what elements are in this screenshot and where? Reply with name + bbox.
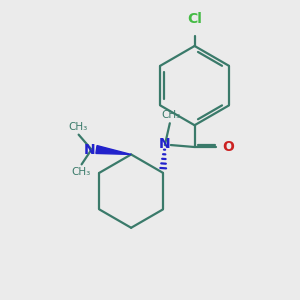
Text: CH₃: CH₃ <box>161 110 180 120</box>
Text: O: O <box>222 140 234 154</box>
Text: N: N <box>159 137 171 151</box>
Text: N: N <box>84 142 95 157</box>
Text: CH₃: CH₃ <box>71 167 90 177</box>
Text: Cl: Cl <box>187 12 202 26</box>
Polygon shape <box>96 146 131 154</box>
Text: CH₃: CH₃ <box>68 122 87 132</box>
